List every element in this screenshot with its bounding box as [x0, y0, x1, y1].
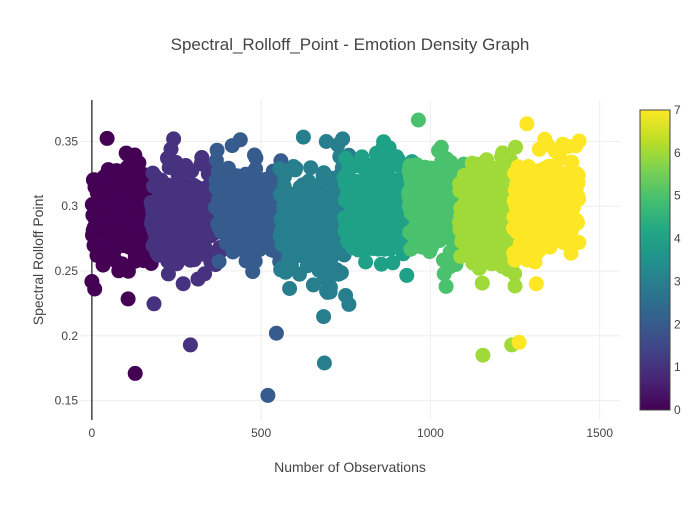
scatter-point: [175, 276, 191, 292]
scatter-point: [507, 278, 523, 294]
scatter-point: [197, 240, 213, 256]
y-tick-label: 0.2: [61, 329, 78, 343]
scatter-point: [87, 281, 103, 297]
scatter-point: [282, 281, 298, 296]
x-tick-labels: 0 500 1000 1500: [89, 426, 614, 440]
scatter-point: [276, 169, 292, 185]
colorbar-tick-label: 3: [674, 274, 681, 288]
scatter-point: [288, 160, 304, 176]
scatter-point: [519, 116, 535, 132]
points-layer: [84, 112, 587, 403]
scatter-point: [95, 257, 111, 273]
colorbar-gradient: [639, 109, 671, 411]
scatter-point: [127, 365, 143, 381]
scatter-point: [511, 334, 527, 350]
colorbar-tick-labels: 0 1 2 3 4 5 6 7: [674, 103, 681, 417]
scatter-point: [528, 276, 544, 292]
y-tick-label: 0.35: [55, 134, 79, 148]
scatter-point: [248, 150, 264, 166]
x-tick-label: 0: [89, 426, 96, 440]
scatter-point: [570, 167, 586, 183]
scatter-point: [305, 277, 321, 293]
scatter-point: [399, 267, 415, 283]
scatter-point: [571, 191, 587, 207]
x-axis-label: Number of Observations: [274, 459, 426, 475]
scatter-point: [211, 254, 227, 269]
scatter-point: [358, 254, 374, 270]
scatter-point: [570, 215, 585, 231]
scatter-point: [120, 291, 136, 307]
scatter-point: [316, 355, 332, 371]
scatter-point: [471, 260, 487, 276]
scatter-point: [318, 134, 334, 149]
y-tick-label: 0.15: [55, 394, 79, 408]
scatter-point: [194, 150, 210, 165]
scatter-point: [571, 235, 587, 250]
scatter-point: [166, 131, 182, 147]
y-tick-label: 0.3: [61, 199, 78, 213]
chart-title: Spectral_Rolloff_Point - Emotion Density…: [171, 35, 530, 54]
scatter-point: [475, 347, 491, 363]
scatter-point: [182, 337, 198, 353]
scatter-point: [209, 142, 225, 158]
scatter-point: [433, 139, 449, 155]
y-axis-label: Spectral Rolloff Point: [30, 195, 46, 326]
scatter-point: [322, 279, 338, 295]
scatter-point: [552, 150, 568, 166]
colorbar-tick-label: 7: [674, 103, 681, 117]
colorbar-tick-label: 5: [674, 189, 681, 203]
scatter-point: [564, 154, 580, 170]
scatter-point: [571, 133, 587, 149]
scatter-point: [160, 266, 176, 282]
scatter-point: [507, 266, 523, 282]
scatter-point: [335, 131, 351, 147]
colorbar: 0 1 2 3 4 5 6 7: [639, 103, 681, 417]
scatter-point: [248, 161, 264, 177]
scatter-point: [260, 387, 276, 403]
scatter-point: [131, 155, 147, 171]
scatter-point: [438, 278, 454, 294]
x-tick-label: 1500: [586, 426, 613, 440]
scatter-point: [247, 253, 263, 269]
y-tick-labels: 0.15 0.2 0.25 0.3 0.35: [55, 134, 79, 407]
scatter-point: [508, 139, 523, 155]
x-tick-label: 500: [251, 426, 271, 440]
scatter-point: [410, 112, 426, 128]
scatter-point: [303, 160, 319, 176]
scatter-point: [333, 265, 349, 281]
scatter-point: [385, 255, 401, 271]
scatter-point: [99, 130, 115, 146]
scatter-point: [341, 296, 357, 312]
x-tick-label: 1000: [417, 426, 444, 440]
scatter-point: [232, 132, 248, 148]
colorbar-tick-label: 4: [674, 232, 681, 246]
y-tick-label: 0.25: [55, 264, 79, 278]
scatter-point: [563, 245, 579, 261]
colorbar-tick-label: 6: [674, 146, 681, 160]
scatter-point: [146, 296, 162, 312]
scatter-point: [373, 256, 389, 272]
scatter-point: [474, 275, 490, 291]
scatter-point: [197, 266, 213, 282]
colorbar-tick-label: 2: [674, 317, 681, 331]
scatter-point: [268, 325, 284, 341]
colorbar-tick-label: 0: [674, 403, 681, 417]
scatter-point: [295, 129, 311, 145]
colorbar-tick-label: 1: [674, 360, 681, 374]
scatter-point: [316, 309, 332, 325]
